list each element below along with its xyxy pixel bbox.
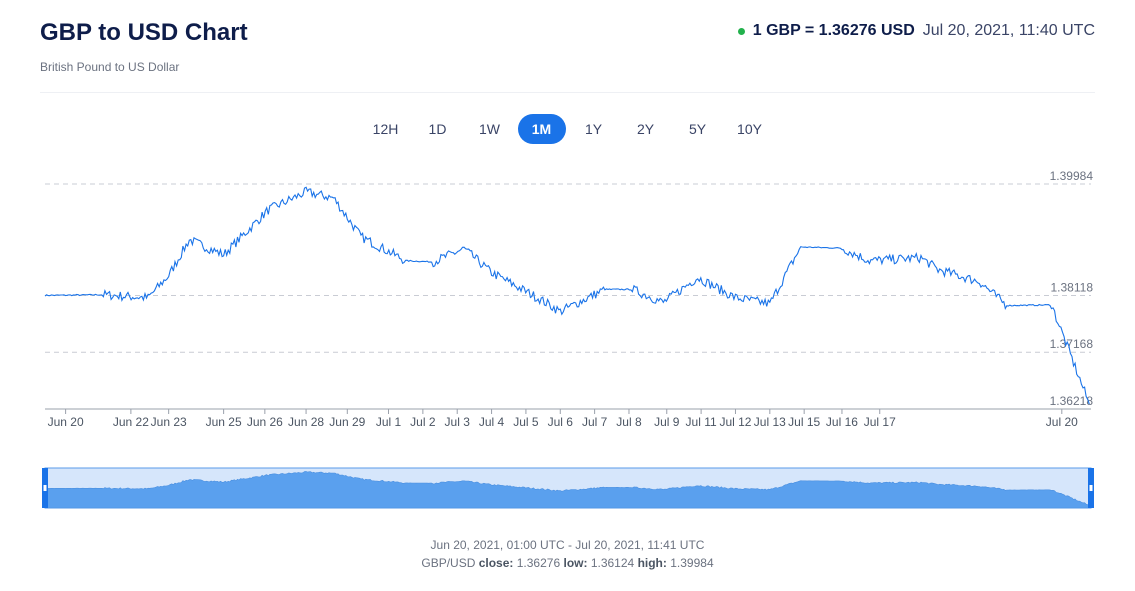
x-tick-label: Jul 7 [582,415,608,429]
x-tick-label: Jul 16 [826,415,858,429]
x-tick-label: Jun 29 [329,415,365,429]
x-tick-label: Jun 22 [113,415,149,429]
low-value: 1.36124 [590,556,635,570]
high-value: 1.39984 [670,556,714,570]
tab-2y[interactable]: 2Y [622,114,670,144]
page-title: GBP to USD Chart [40,19,248,46]
pair-label: GBP/USD [421,556,476,570]
handle-grip-icon [1089,485,1093,491]
x-tick-label: Jul 13 [754,415,786,429]
x-tick-label: Jul 3 [445,415,471,429]
timeframe-tabs: 12H 1D 1W 1M 1Y 2Y 5Y 10Y [0,114,1135,144]
y-tick-label: 1.39984 [1050,169,1094,183]
tab-1d[interactable]: 1D [414,114,462,144]
summary-stats: GBP/USD close: 1.36276 low: 1.36124 high… [0,554,1135,572]
handle-grip-icon [43,485,47,491]
x-tick-label: Jul 11 [686,415,717,429]
x-tick-label: Jun 23 [151,415,187,429]
x-tick-label: Jul 9 [654,415,680,429]
low-label: low: [563,556,588,570]
y-tick-label: 1.38118 [1051,280,1094,294]
range-navigator[interactable] [0,462,1135,514]
x-tick-label: Jul 12 [719,415,751,429]
tab-10y[interactable]: 10Y [726,114,774,144]
high-label: high: [637,556,667,570]
y-tick-label: 1.36218 [1050,394,1094,408]
close-value: 1.36276 [516,556,561,570]
rate-value: 1 GBP = 1.36276 USD [752,22,915,39]
x-tick-label: Jul 4 [479,415,505,429]
x-tick-label: Jun 20 [48,415,84,429]
price-line [44,186,1090,405]
live-indicator-icon [737,27,745,35]
tab-5y[interactable]: 5Y [674,114,722,144]
x-tick-label: Jul 2 [410,415,436,429]
x-tick-label: Jul 20 [1046,415,1078,429]
x-tick-label: Jul 5 [513,415,539,429]
x-tick-label: Jul 17 [864,415,896,429]
x-tick-label: Jul 6 [548,415,574,429]
current-rate: 1 GBP = 1.36276 USD Jul 20, 2021, 11:40 … [737,22,1095,40]
x-tick-label: Jun 26 [247,415,283,429]
tab-1m[interactable]: 1M [517,114,566,144]
navigator-area [44,471,1092,509]
y-tick-label: 1.37168 [1050,337,1094,351]
x-tick-label: Jul 1 [376,415,402,429]
x-tick-label: Jul 8 [616,415,642,429]
page-subtitle: British Pound to US Dollar [40,60,180,74]
date-range: Jun 20, 2021, 01:00 UTC - Jul 20, 2021, … [430,538,705,552]
close-label: close: [478,556,514,570]
x-tick-label: Jul 15 [788,415,820,429]
tab-12h[interactable]: 12H [362,114,410,144]
tab-1y[interactable]: 1Y [570,114,618,144]
header-divider [40,92,1095,93]
chart-summary: Jun 20, 2021, 01:00 UTC - Jul 20, 2021, … [0,536,1135,572]
x-tick-label: Jun 25 [206,415,242,429]
x-tick-label: Jun 28 [288,415,324,429]
tab-1w[interactable]: 1W [466,114,514,144]
price-chart[interactable]: 1.39984 1.38118 1.37168 1.36218 Jun 20 Jun 22… [0,160,1135,435]
rate-timestamp: Jul 20, 2021, 11:40 UTC [922,22,1095,39]
